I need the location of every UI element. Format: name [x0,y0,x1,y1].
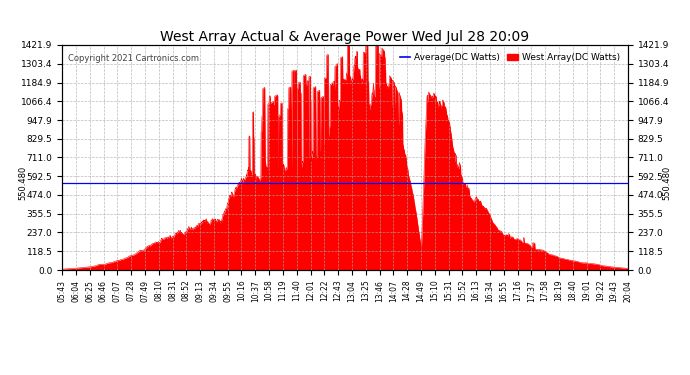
Legend: Average(DC Watts), West Array(DC Watts): Average(DC Watts), West Array(DC Watts) [396,50,623,66]
Text: Copyright 2021 Cartronics.com: Copyright 2021 Cartronics.com [68,54,199,63]
Text: 550.480: 550.480 [19,166,28,200]
Title: West Array Actual & Average Power Wed Jul 28 20:09: West Array Actual & Average Power Wed Ju… [161,30,529,44]
Text: 550.480: 550.480 [662,166,671,200]
